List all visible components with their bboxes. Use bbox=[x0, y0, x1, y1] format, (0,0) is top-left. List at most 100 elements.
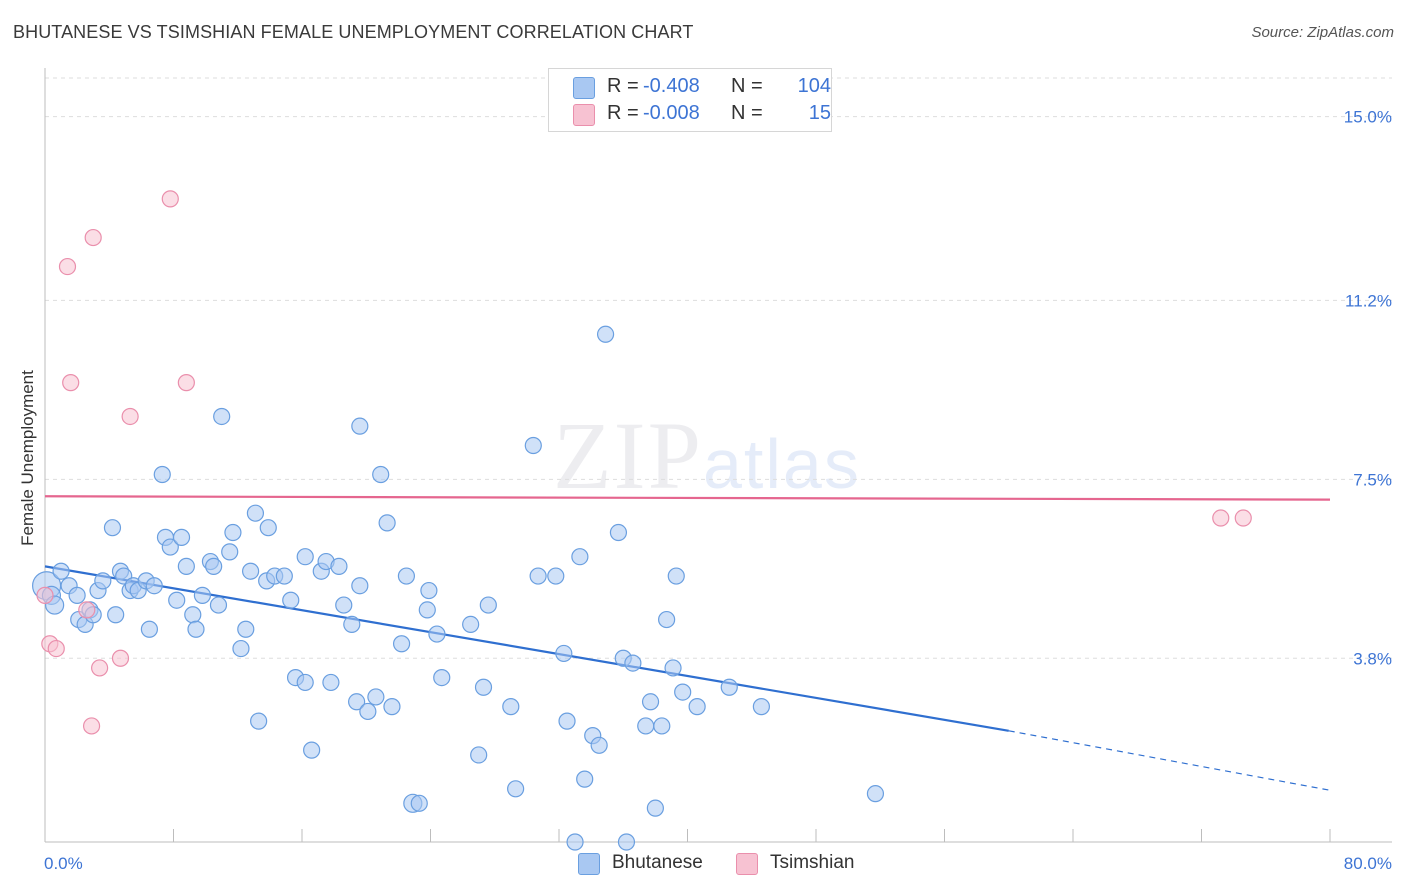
legend-label: Bhutanese bbox=[612, 852, 703, 873]
tsimshian-trendline bbox=[44, 495, 1331, 501]
chart-title: BHUTANESE VS TSIMSHIAN FEMALE UNEMPLOYME… bbox=[13, 22, 694, 42]
bhutanese-point bbox=[205, 557, 223, 575]
bhutanese-point bbox=[282, 591, 300, 609]
bhutanese-point bbox=[646, 799, 664, 817]
n-label: N = bbox=[731, 102, 763, 124]
bhutanese-point bbox=[664, 659, 682, 677]
bhutanese-point bbox=[866, 785, 885, 803]
x-tick-label: 0.0% bbox=[44, 854, 83, 873]
bhutanese-point bbox=[296, 673, 314, 692]
bhutanese-point bbox=[209, 596, 228, 614]
bhutanese-trendline bbox=[44, 565, 1009, 732]
bhutanese-point bbox=[410, 794, 428, 812]
bhutanese-point bbox=[359, 702, 377, 721]
bhutanese-point bbox=[383, 698, 401, 716]
bhutanese-point bbox=[433, 668, 451, 687]
y-tick-label: 7.5% bbox=[1353, 470, 1392, 489]
bhutanese-point bbox=[259, 519, 277, 537]
tsimshian-point bbox=[78, 601, 96, 619]
watermark: ZIPatlas bbox=[553, 400, 861, 511]
bhutanese-point bbox=[674, 683, 692, 701]
tsimshian-point bbox=[58, 257, 77, 276]
bhutanese-point bbox=[343, 615, 361, 634]
bhutanese-point bbox=[237, 620, 255, 638]
bhutanese-point bbox=[103, 519, 122, 537]
bhutanese-point bbox=[420, 581, 438, 600]
bhutanese-point bbox=[177, 557, 195, 575]
r-value: -0.008 bbox=[643, 102, 700, 124]
bhutanese-point bbox=[571, 548, 589, 566]
tsimshian-point bbox=[121, 407, 139, 426]
bhutanese-point bbox=[224, 523, 242, 542]
bhutanese-swatch bbox=[578, 853, 600, 875]
bhutanese-point bbox=[624, 654, 642, 672]
y-tick-label: 3.8% bbox=[1353, 649, 1392, 668]
bhutanese-point bbox=[566, 833, 584, 851]
bhutanese-point bbox=[418, 601, 436, 619]
n-label: N = bbox=[731, 75, 763, 97]
correlation-legend: R = -0.408 N = 104 R = -0.008 N = 15 bbox=[548, 68, 832, 132]
bhutanese-point bbox=[193, 586, 212, 604]
bhutanese-point bbox=[161, 538, 179, 556]
bhutanese-point bbox=[609, 523, 628, 542]
tsimshian-point bbox=[36, 586, 54, 604]
bhutanese-point bbox=[658, 610, 676, 629]
bhutanese-point bbox=[470, 746, 488, 764]
bhutanese-point bbox=[242, 562, 260, 580]
axes-layer bbox=[44, 68, 1392, 843]
tsimshian-point bbox=[82, 717, 101, 735]
bhutanese-point bbox=[348, 693, 366, 711]
bhutanese-point bbox=[524, 436, 542, 455]
bhutanese-point bbox=[547, 567, 565, 585]
bhutanese-point bbox=[529, 567, 547, 585]
bhutanese-point bbox=[474, 678, 493, 696]
r-value: -0.408 bbox=[643, 75, 700, 97]
bhutanese-point bbox=[641, 693, 660, 711]
bhutanese-point bbox=[507, 780, 525, 798]
bhutanese-point bbox=[667, 567, 685, 585]
r-label: R = bbox=[607, 75, 639, 97]
bhutanese-point bbox=[462, 615, 480, 634]
bhutanese-point bbox=[145, 577, 163, 595]
bhutanese-point bbox=[250, 712, 268, 730]
bhutanese-point bbox=[94, 572, 112, 590]
bhutanese-point bbox=[322, 673, 340, 692]
bhutanese-point bbox=[213, 407, 231, 426]
bhutanese-point bbox=[502, 698, 520, 716]
bhutanese-point bbox=[303, 741, 321, 759]
bhutanese-point bbox=[653, 717, 671, 735]
tsimshian-swatch bbox=[736, 853, 758, 875]
bhutanese-point bbox=[275, 567, 293, 585]
bhutanese-point bbox=[296, 548, 314, 566]
bhutanese-point bbox=[576, 770, 594, 788]
r-label: R = bbox=[607, 102, 639, 124]
bhutanese-point bbox=[637, 717, 655, 735]
bhutanese-point bbox=[428, 625, 446, 643]
tsimshian-point bbox=[1212, 509, 1230, 527]
watermark-atlas: atlas bbox=[703, 425, 861, 503]
bhutanese-point bbox=[372, 465, 390, 484]
bhutanese-point bbox=[555, 644, 573, 663]
bhutanese-point bbox=[590, 736, 608, 754]
bhutanese-point bbox=[596, 325, 615, 343]
tsimshian-point bbox=[111, 649, 130, 667]
bhutanese-point bbox=[397, 567, 416, 585]
bhutanese-point bbox=[479, 596, 497, 614]
bhutanese-point bbox=[246, 504, 265, 522]
bhutanese-point bbox=[107, 606, 125, 624]
bhutanese-point bbox=[558, 712, 576, 730]
bhutanese-point bbox=[688, 698, 706, 716]
bhutanese-point bbox=[52, 562, 70, 580]
tsimshian-point bbox=[1234, 509, 1252, 527]
bhutanese-point bbox=[367, 688, 385, 706]
bhutanese-point bbox=[378, 514, 396, 532]
bhutanese-point bbox=[153, 465, 171, 484]
bhutanese-point bbox=[172, 528, 191, 546]
bhutanese-point bbox=[140, 620, 159, 638]
bhutanese-point bbox=[330, 557, 348, 575]
points-layer bbox=[32, 190, 1252, 851]
bhutanese-point bbox=[617, 833, 636, 851]
bhutanese-swatch bbox=[573, 77, 595, 99]
n-value: 104 bbox=[797, 75, 831, 97]
